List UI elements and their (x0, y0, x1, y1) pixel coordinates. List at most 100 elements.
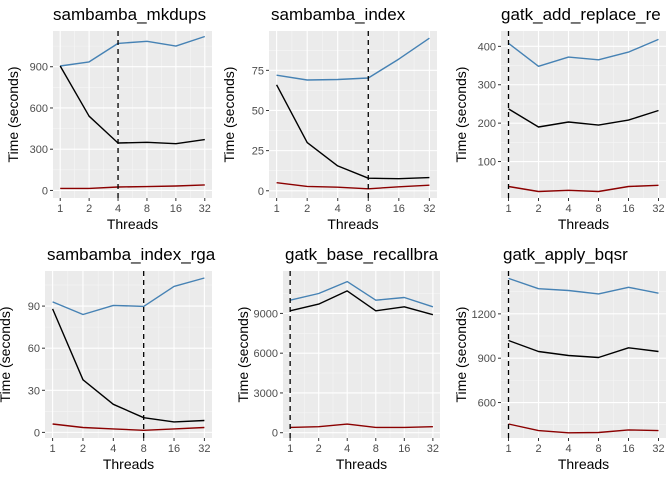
series-line-2 (508, 339, 659, 359)
series-line-2 (275, 84, 430, 180)
panel-3: 100 200 300 400 1 2 4 8 16 32 Threads Time (seconds… (453, 5, 666, 232)
series-line-2 (59, 65, 205, 145)
series-line-3 (290, 423, 433, 429)
y-tick-label: 0 (272, 428, 278, 440)
series-line-3 (60, 184, 205, 190)
y-tick-label: 900 (478, 353, 496, 365)
panel-5: 0 3000 6000 9000 1 2 4 8 16 32 Threads Time (second… (235, 245, 440, 472)
x-axis-label: Threads (107, 216, 158, 232)
x-tick-label: 8 (373, 443, 379, 455)
y-axis-label: Time (seconds) (453, 307, 469, 403)
x-tick-label: 16 (622, 443, 634, 455)
y-tick-label: 6000 (254, 348, 278, 360)
x-tick-label: 1 (505, 203, 511, 215)
x-tick-label: 2 (535, 203, 541, 215)
y-tick-label: 50 (252, 105, 264, 117)
y-axis-label: Time (seconds) (221, 67, 237, 163)
panel-1: 0 300 600 900 1 2 4 8 16 32 Threads Time (seconds) s… (5, 5, 212, 232)
x-tick-label: 4 (344, 443, 350, 455)
y-tick-label: 300 (30, 144, 48, 156)
x-axis-label: Threads (336, 456, 387, 472)
x-tick-label: 32 (423, 203, 435, 215)
x-tick-label: 4 (110, 443, 116, 455)
x-axis-label: Threads (103, 456, 154, 472)
y-tick-label: 9000 (254, 308, 278, 320)
y-tick-label: 0 (258, 186, 264, 198)
x-tick-label: 2 (535, 443, 541, 455)
x-tick-label: 8 (365, 203, 371, 215)
x-tick-label: 1 (274, 203, 280, 215)
y-tick-label: 1200 (472, 309, 496, 321)
y-tick-label: 200 (478, 118, 496, 130)
series-line-1 (508, 38, 659, 68)
x-tick-label: 16 (393, 203, 405, 215)
series-line-3 (52, 423, 205, 431)
series-line-3 (508, 423, 659, 434)
y-tick-label: 0 (42, 185, 48, 197)
panel-title: gatk_base_recallbra (285, 245, 439, 264)
x-axis-label: Threads (558, 216, 609, 232)
x-tick-label: 1 (57, 203, 63, 215)
series-line-2 (289, 290, 434, 316)
series-line-1 (508, 277, 659, 295)
x-tick-label: 32 (199, 203, 211, 215)
x-tick-label: 16 (622, 203, 634, 215)
x-tick-label: 32 (198, 443, 210, 455)
x-tick-label: 16 (168, 443, 180, 455)
panel-4: 0 30 60 90 1 2 4 8 16 32 Threads Time (seconds) samb… (0, 245, 216, 472)
panel-6: 600 900 1200 1 2 4 8 16 32 Threads Time (seconds) g… (453, 245, 666, 472)
x-tick-label: 8 (141, 443, 147, 455)
x-tick-label: 2 (304, 203, 310, 215)
y-tick-label: 600 (30, 103, 48, 115)
series-line-1 (289, 280, 434, 308)
x-tick-label: 4 (565, 203, 571, 215)
x-tick-label: 2 (316, 443, 322, 455)
y-tick-label: 600 (478, 398, 496, 410)
y-tick-label: 30 (28, 385, 40, 397)
x-tick-label: 2 (80, 443, 86, 455)
x-tick-label: 16 (398, 443, 410, 455)
x-tick-label: 1 (287, 443, 293, 455)
y-tick-label: 60 (28, 343, 40, 355)
x-tick-label: 32 (427, 443, 439, 455)
y-tick-label: 90 (28, 301, 40, 313)
y-tick-label: 25 (252, 146, 264, 158)
series-line-1 (60, 35, 206, 67)
x-tick-label: 16 (170, 203, 182, 215)
y-tick-label: 3000 (254, 388, 278, 400)
x-tick-label: 32 (652, 203, 664, 215)
x-tick-label: 4 (565, 443, 571, 455)
y-axis-label: Time (seconds) (0, 307, 13, 403)
x-tick-label: 32 (652, 443, 664, 455)
x-tick-label: 8 (144, 203, 150, 215)
y-axis-label: Time (seconds) (235, 307, 251, 403)
series-line-3 (508, 184, 659, 193)
y-tick-label: 75 (252, 65, 264, 77)
x-tick-label: 2 (86, 203, 92, 215)
y-tick-label: 400 (478, 41, 496, 53)
series-line-3 (276, 182, 430, 190)
x-tick-label: 8 (595, 443, 601, 455)
series-line-1 (276, 37, 430, 81)
y-tick-label: 0 (34, 427, 40, 439)
x-tick-label: 8 (595, 203, 601, 215)
y-tick-label: 900 (30, 62, 48, 74)
x-tick-label: 1 (50, 443, 56, 455)
y-tick-label: 100 (478, 157, 496, 169)
panel-title: sambamba_index (271, 5, 406, 24)
panel-title: gatk_add_replace_re (501, 5, 661, 24)
x-tick-label: 1 (505, 443, 511, 455)
y-tick-label: 300 (478, 80, 496, 92)
series-line-2 (508, 108, 659, 128)
series-line-1 (52, 277, 205, 316)
x-axis-label: Threads (327, 216, 378, 232)
y-axis-label: Time (seconds) (5, 67, 21, 163)
x-axis-label: Threads (558, 456, 609, 472)
panel-2: 0 25 50 75 1 2 4 8 16 32 Threads Time (seconds) samb… (221, 5, 437, 232)
x-tick-label: 4 (115, 203, 121, 215)
x-tick-label: 4 (335, 203, 341, 215)
y-axis-label: Time (seconds) (453, 67, 469, 163)
panel-title: sambamba_index_rga (47, 245, 216, 264)
series-line-2 (51, 308, 205, 423)
